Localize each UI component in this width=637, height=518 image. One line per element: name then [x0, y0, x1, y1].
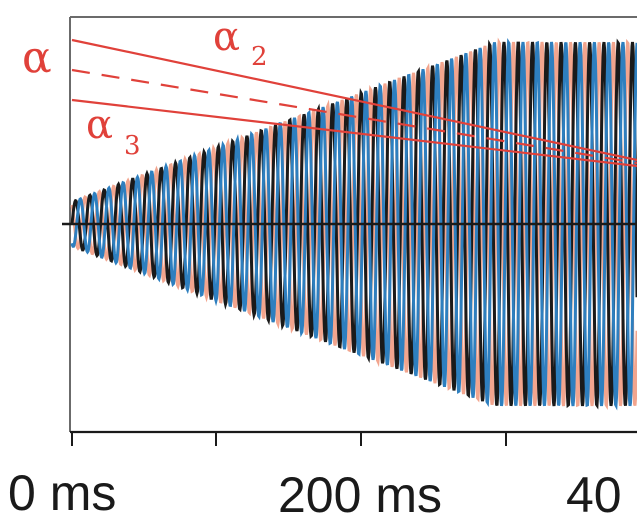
- alpha2-line: [71, 38, 637, 162]
- alpha-label: α: [22, 32, 52, 83]
- alpha3-line: [71, 98, 637, 168]
- trace-blue: [70, 37, 637, 411]
- trace-black: [70, 38, 637, 410]
- x-tick-label-0: 0 ms: [8, 465, 116, 518]
- alpha-dashed-line: [71, 68, 637, 165]
- x-tick-label-200: 200 ms: [278, 467, 442, 518]
- alpha3-subscript: 3: [124, 131, 141, 161]
- x-tick-label-400: 40: [566, 467, 622, 518]
- alpha2-label: α: [213, 14, 240, 60]
- envelope-lines: [71, 38, 637, 168]
- alpha2-subscript: 2: [251, 42, 268, 72]
- alpha3-label: α: [86, 102, 113, 148]
- oscillation-traces: [70, 37, 637, 411]
